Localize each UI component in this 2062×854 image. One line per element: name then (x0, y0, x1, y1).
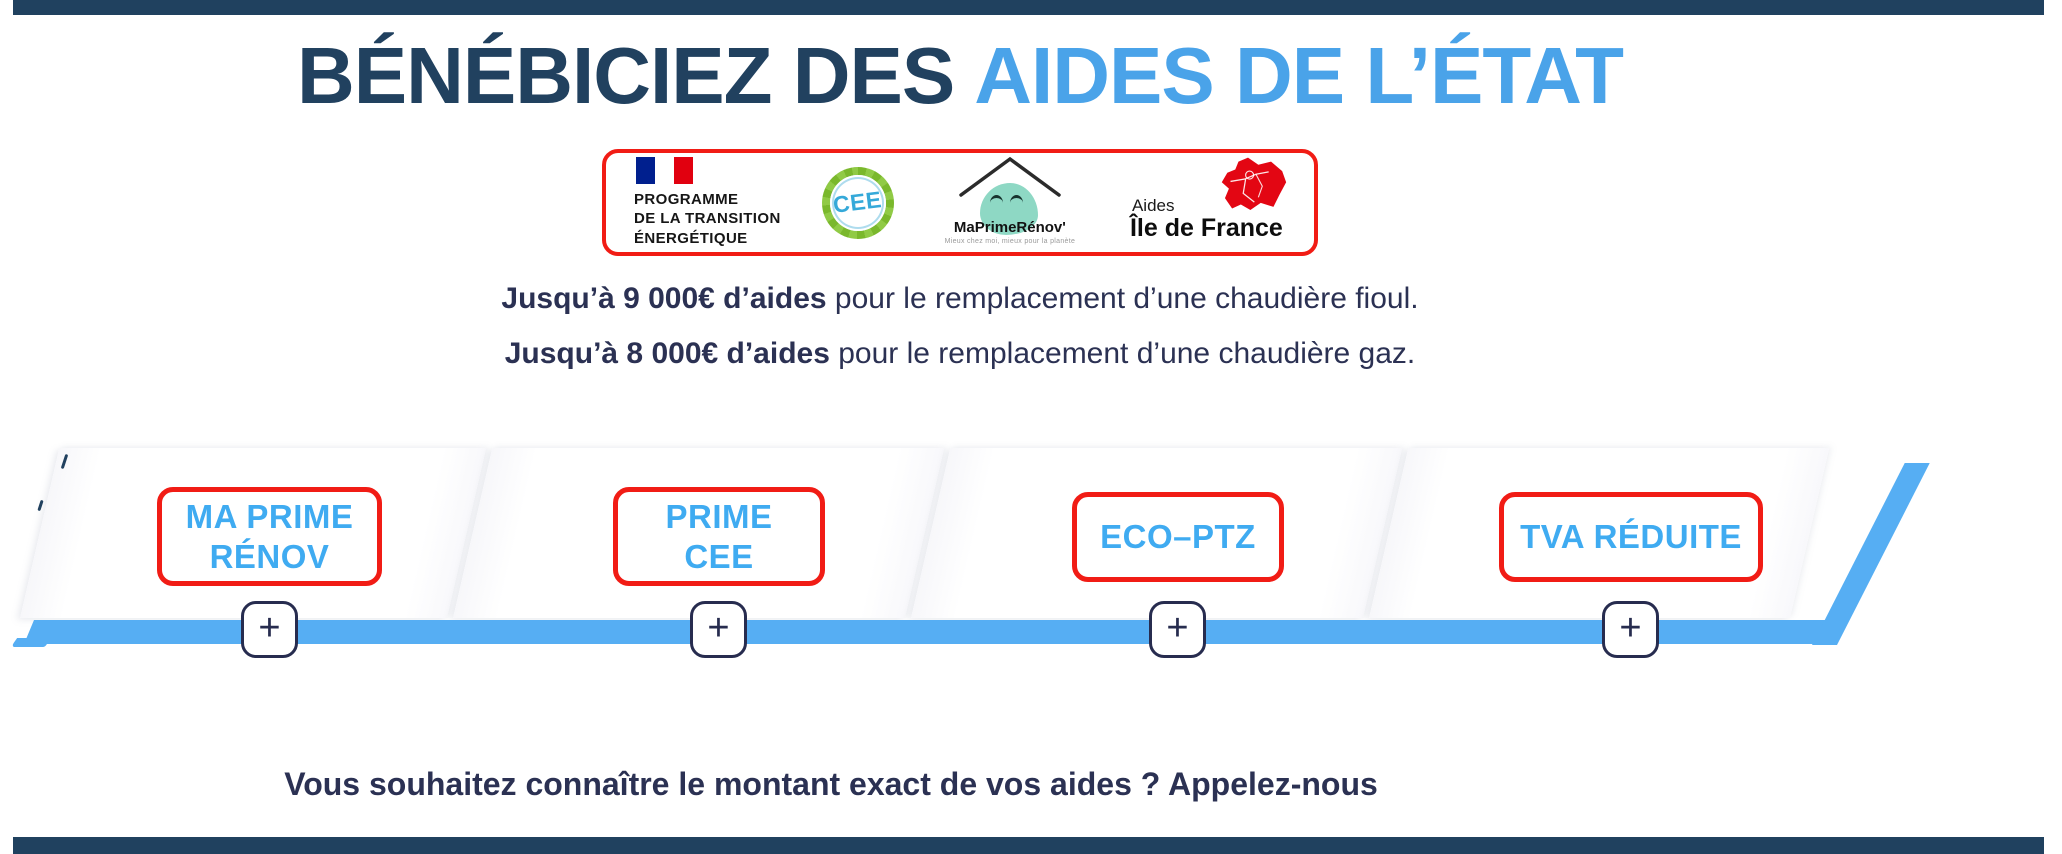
timeline-bar-tail (10, 638, 52, 647)
programme-label-line1: PROGRAMME (634, 190, 739, 208)
cee-label: CEE (831, 186, 884, 218)
intro-line-gaz: Jusqu’à 8 000€ d’aides pour le remplacem… (504, 337, 1416, 370)
aids-timeline: MA PRIME RÉNOV PRIME CEE ECO–PTZ TVA RÉDUI… (0, 440, 2062, 670)
timeline-arrow-end (1812, 463, 1930, 645)
maprimerenov-roof-icon (959, 156, 1061, 197)
page-title: BÉNÉBICIEZ DES AIDES DE L’ÉTAT (0, 30, 1920, 122)
maprimerenov-tagline: Mieux chez moi, mieux pour la planète (944, 237, 1076, 245)
partner-logos-box: PROGRAMME DE LA TRANSITION ÉNERGÉTIQUE C… (602, 149, 1318, 256)
expand-button-prime-cee[interactable]: + (690, 601, 747, 658)
french-flag-icon (636, 156, 693, 184)
cta-text: Vous souhaitez connaître le montant exac… (284, 766, 1378, 802)
idf-name-label: Île de France (1129, 213, 1283, 242)
edge-tick-mark (37, 499, 44, 512)
timeline-bar (24, 620, 1836, 644)
aid-card-eco-ptz[interactable]: ECO–PTZ (1072, 492, 1284, 582)
intro-line-fioul: Jusqu’à 9 000€ d’aides pour le remplacem… (501, 282, 1419, 315)
expand-button-tva-reduite[interactable]: + (1602, 601, 1659, 658)
aid-card-prime-cee[interactable]: PRIME CEE (613, 487, 825, 586)
aid-card-tva-reduite[interactable]: TVA RÉDUITE (1499, 492, 1763, 582)
aid-card-ma-prime-renov[interactable]: MA PRIME RÉNOV (157, 487, 382, 586)
title-blue-segment: AIDES DE L’ÉTAT (974, 31, 1624, 120)
top-border-bar (13, 0, 2044, 15)
logo-aides-ile-de-france: Aides Île de France (1126, 157, 1287, 248)
expand-button-ma-prime-renov[interactable]: + (241, 601, 298, 658)
programme-label-line2: DE LA TRANSITION (634, 210, 781, 228)
ile-de-france-map-icon (1221, 157, 1287, 210)
maprimerenov-mascot-icon (979, 182, 1038, 235)
logo-maprimerenov: MaPrimeRénov' Mieux chez moi, mieux pour… (935, 153, 1085, 253)
title-dark-segment: BÉNÉBICIEZ DES (297, 31, 955, 120)
maprimerenov-label: MaPrimeRénov' (953, 218, 1066, 236)
logo-programme-transition-energetique: PROGRAMME DE LA TRANSITION ÉNERGÉTIQUE (634, 156, 781, 249)
bottom-border-bar (13, 837, 2044, 854)
cee-badge-icon: CEE (821, 166, 894, 239)
expand-button-eco-ptz[interactable]: + (1149, 601, 1206, 658)
idf-aides-label: Aides (1131, 195, 1175, 215)
programme-label-line3: ÉNERGÉTIQUE (634, 229, 748, 247)
